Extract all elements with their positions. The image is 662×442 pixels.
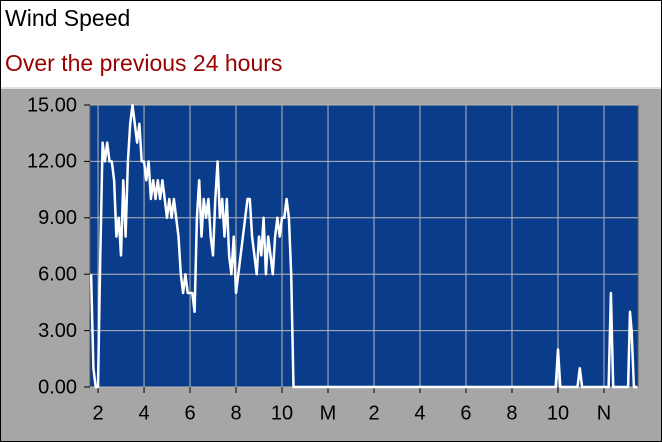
y-tick-label: 9.00 [38,207,77,229]
x-tick-label: 8 [230,402,241,424]
x-tick-label: 10 [271,402,293,424]
x-tick-label: 4 [414,402,425,424]
x-tick-label: 8 [506,402,517,424]
x-tick-label: 6 [184,402,195,424]
y-tick-label: 3.00 [38,320,77,342]
plot-area [89,104,639,388]
chart-title: Wind Speed [5,5,130,31]
chart-subtitle: Over the previous 24 hours [5,50,282,76]
x-tick-label: N [597,402,611,424]
x-tick-label: 2 [92,402,103,424]
y-tick-label: 15.00 [27,94,77,116]
x-tick-label: M [320,402,337,424]
y-tick-label: 0.00 [38,376,77,398]
y-tick-label: 6.00 [38,263,77,285]
x-tick-label: 2 [368,402,379,424]
x-tick-label: 4 [138,402,149,424]
data-line [89,103,638,389]
y-tick-label: 12.00 [27,151,77,173]
x-tick-label: 10 [547,402,569,424]
x-tick-label: 6 [460,402,471,424]
